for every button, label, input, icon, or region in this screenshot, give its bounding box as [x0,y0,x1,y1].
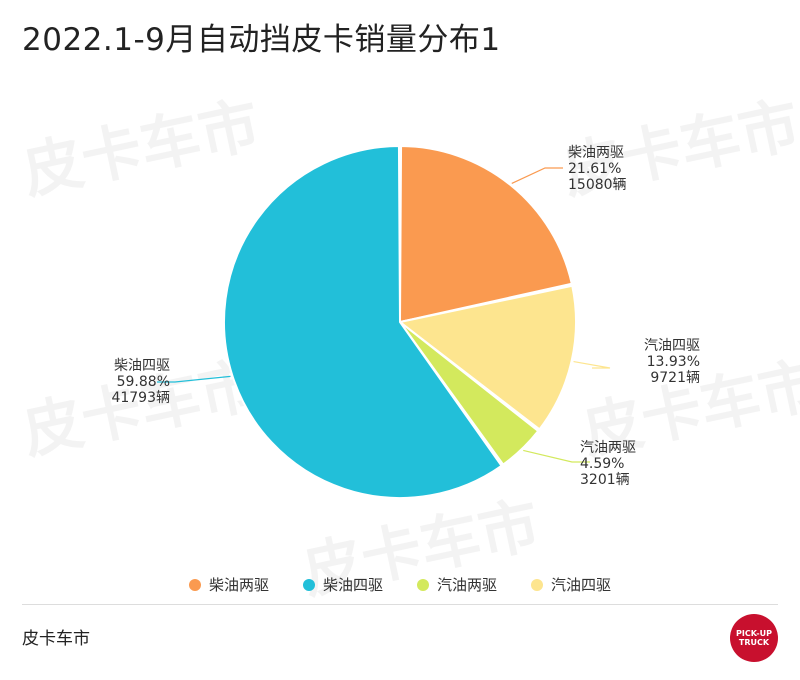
pie-slice [399,284,577,431]
footer-source: 皮卡车市 [22,629,90,649]
logo-text-top: PICK-UP [736,629,772,638]
legend-item[interactable]: 柴油四驱 [302,574,383,595]
slice-label-count: 15080辆 [568,177,627,193]
legend-item[interactable]: 柴油两驱 [188,574,269,595]
slice-label-name: 柴油四驱 [114,358,170,374]
slice-label-count: 3201辆 [580,472,630,488]
label-leader-line [523,449,590,463]
label-leader-line [573,361,611,369]
chart-title: 2022.1-9月自动挡皮卡销量分布1 [22,22,501,58]
pie-chart: 柴油两驱21.61%15080辆汽油四驱13.93%9721辆汽油两驱4.59%… [111,145,700,499]
legend-label: 汽油两驱 [437,576,498,594]
legend-swatch [302,578,315,591]
legend-label: 柴油四驱 [322,576,383,594]
pie-slice [399,321,540,466]
slice-label-percent: 59.88% [117,374,170,390]
slice-label-percent: 4.59% [580,456,624,472]
pie-slice [223,145,503,499]
pie-slice [399,145,573,323]
slice-label-name: 汽油两驱 [580,440,636,456]
legend-item[interactable]: 汽油两驱 [417,574,497,595]
slice-label-count: 9721辆 [650,370,700,386]
legend-swatch [417,578,429,591]
slice-label-name: 汽油四驱 [644,338,700,354]
legend-swatch [531,578,544,591]
logo: PICK-UP TRUCK [730,614,778,662]
legend-label: 柴油两驱 [208,576,269,594]
logo-text-bottom: TRUCK [738,638,770,647]
slice-label-name: 柴油两驱 [568,145,624,161]
slice-label-percent: 21.61% [568,161,621,177]
legend-item[interactable]: 汽油四驱 [531,574,611,595]
slice-labels: 柴油两驱21.61%15080辆汽油四驱13.93%9721辆汽油两驱4.59%… [111,145,700,488]
slice-label-count: 41793辆 [111,390,170,406]
pie-slices [223,145,577,499]
legend-label: 汽油四驱 [551,576,612,594]
label-leader-line [157,375,231,383]
slice-label-percent: 13.93% [647,354,700,370]
legend-swatch [188,578,201,591]
label-leader-line [511,167,563,184]
footer-divider [22,604,778,605]
label-leaders [157,167,611,463]
legend: 柴油两驱 柴油四驱 汽油两驱 汽油四驱 [0,574,800,595]
